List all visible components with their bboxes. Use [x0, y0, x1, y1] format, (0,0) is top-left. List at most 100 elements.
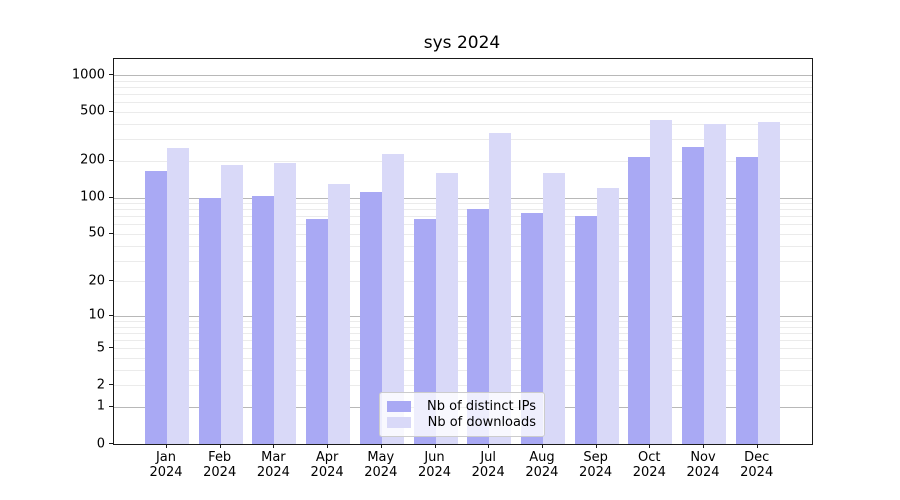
x-tick-mark — [273, 444, 275, 448]
bar-distinct-ips — [467, 209, 490, 444]
bar-downloads — [328, 184, 351, 444]
bar-downloads — [596, 187, 619, 444]
x-tick-label: Aug 2024 — [525, 450, 559, 480]
y-tick-label: 50 — [88, 225, 105, 241]
gridline-minor — [114, 86, 812, 88]
gridline-minor — [114, 94, 812, 96]
gridline-minor — [114, 233, 812, 235]
bar-downloads — [542, 172, 565, 444]
y-tick-label: 5 — [96, 340, 105, 356]
x-tick-mark — [649, 444, 651, 448]
bar-distinct-ips — [413, 219, 436, 444]
bar-distinct-ips — [574, 215, 597, 444]
bar-downloads — [381, 153, 404, 444]
x-tick-mark — [166, 444, 167, 448]
x-tick-label: Jan 2024 — [149, 450, 183, 480]
x-tick-mark — [756, 444, 758, 448]
x-tick-label: Jul 2024 — [471, 450, 505, 480]
x-tick-label: Dec 2024 — [740, 450, 774, 480]
x-tick-label: Mar 2024 — [256, 450, 290, 480]
y-tick-mark — [109, 196, 113, 198]
chart-title: sys 2024 — [423, 33, 501, 53]
y-tick-label: 0 — [96, 436, 105, 451]
legend-item: Nb of downloads — [387, 415, 536, 430]
gridline-minor — [114, 326, 812, 328]
bar-downloads — [650, 120, 673, 444]
y-tick-mark — [109, 347, 113, 349]
y-tick-label: 20 — [88, 273, 105, 289]
x-tick-label: Sep 2024 — [579, 450, 613, 480]
gridline-minor — [114, 123, 812, 125]
gridline-major — [114, 197, 812, 199]
gridline-minor — [114, 385, 812, 387]
bar-distinct-ips — [145, 170, 167, 444]
legend-label: Nb of distinct IPs — [427, 399, 536, 414]
y-tick-mark — [109, 443, 113, 444]
y-tick-label: 100 — [80, 189, 105, 205]
gridline-minor — [114, 358, 812, 360]
x-tick-label: Jun 2024 — [417, 450, 452, 480]
bar-downloads — [167, 148, 189, 444]
y-tick-mark — [109, 405, 113, 407]
y-tick-mark — [109, 314, 113, 316]
x-tick-mark — [434, 444, 436, 448]
x-tick-mark — [488, 444, 490, 448]
bar-distinct-ips — [628, 156, 651, 444]
y-tick-label: 10 — [88, 307, 105, 323]
bar-distinct-ips — [520, 212, 543, 444]
gridline-minor — [114, 348, 812, 350]
gridline-minor — [114, 80, 812, 82]
x-tick-mark — [219, 444, 221, 448]
bar-downloads — [274, 163, 297, 444]
y-tick-label: 500 — [80, 103, 105, 119]
bar-distinct-ips — [306, 219, 329, 444]
gridline-major — [114, 315, 812, 317]
bar-downloads — [757, 121, 780, 444]
x-tick-mark — [380, 444, 382, 448]
gridline-minor — [114, 321, 812, 323]
y-tick-label: 2 — [96, 377, 105, 393]
x-tick-mark — [541, 444, 543, 448]
y-tick-label: 1000 — [71, 67, 105, 82]
bar-distinct-ips — [198, 197, 221, 444]
bar-downloads — [489, 133, 512, 444]
gridline-minor — [114, 203, 812, 205]
gridline-minor — [114, 209, 812, 211]
x-tick-label: Apr 2024 — [310, 450, 344, 480]
x-tick-mark — [703, 444, 704, 448]
bar-distinct-ips — [359, 192, 382, 444]
legend-label: Nb of downloads — [427, 415, 536, 430]
bar-downloads — [220, 164, 243, 444]
gridline-minor — [114, 369, 812, 371]
y-tick-mark — [109, 159, 113, 161]
gridline-minor — [114, 245, 812, 247]
gridline-minor — [114, 160, 812, 162]
gridline-minor — [114, 111, 812, 113]
y-tick-mark — [109, 232, 113, 234]
gridline-minor — [114, 216, 812, 218]
gridline-major — [114, 75, 812, 76]
legend-swatch — [387, 401, 411, 412]
plot-area — [113, 58, 813, 445]
x-tick-mark — [595, 444, 597, 448]
y-tick-label: 200 — [80, 152, 105, 168]
legend: Nb of distinct IPs Nb of downloads — [379, 392, 545, 437]
gridline-minor — [114, 139, 812, 141]
x-tick-label: Feb 2024 — [203, 450, 237, 480]
legend-item: Nb of distinct IPs — [387, 399, 536, 414]
gridline-minor — [114, 260, 812, 262]
y-tick-label: 1 — [96, 398, 105, 414]
y-tick-mark — [109, 74, 113, 75]
gridline-minor — [114, 340, 812, 342]
legend-swatch — [387, 417, 411, 428]
bar-distinct-ips — [735, 156, 758, 444]
bar-downloads — [704, 123, 726, 444]
y-tick-mark — [109, 280, 113, 282]
x-tick-mark — [327, 444, 329, 448]
bar-distinct-ips — [252, 195, 275, 444]
y-tick-mark — [109, 110, 113, 112]
bar-downloads — [435, 172, 458, 444]
x-tick-label: Nov 2024 — [686, 450, 720, 480]
gridline-minor — [114, 102, 812, 104]
